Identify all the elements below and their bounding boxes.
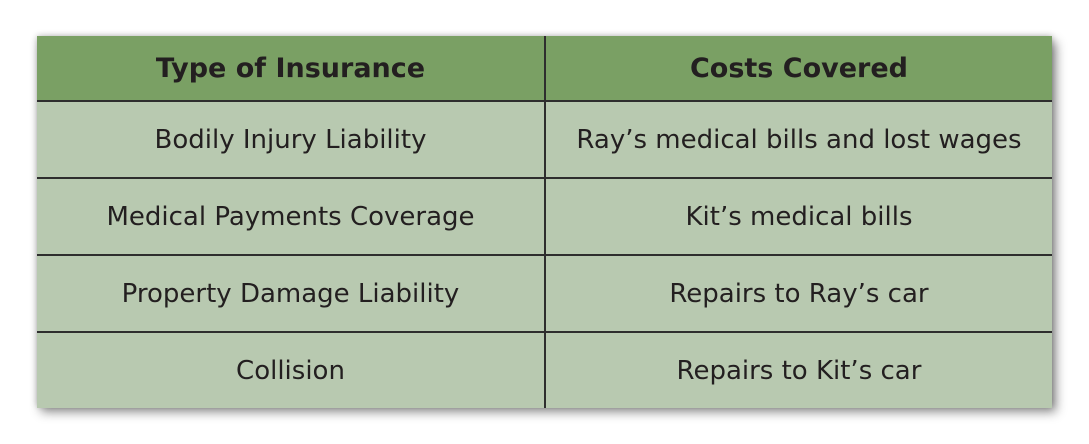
table-row: Property Damage Liability Repairs to Ray… [37, 254, 1052, 332]
costs-covered-cell: Repairs to Ray’s car [545, 254, 1052, 332]
insurance-type-cell: Bodily Injury Liability [37, 100, 546, 178]
insurance-table: Type of Insurance Costs Covered Bodily I… [37, 36, 1052, 408]
costs-covered-cell: Kit’s medical bills [545, 177, 1052, 255]
table-row: Collision Repairs to Kit’s car [37, 331, 1052, 408]
insurance-type-cell: Medical Payments Coverage [37, 177, 546, 255]
header-costs-covered: Costs Covered [545, 36, 1052, 102]
insurance-type-cell: Property Damage Liability [37, 254, 546, 332]
insurance-table-container: Type of Insurance Costs Covered Bodily I… [37, 36, 1052, 408]
insurance-type-cell: Collision [37, 331, 546, 408]
table-row: Medical Payments Coverage Kit’s medical … [37, 177, 1052, 255]
costs-covered-cell: Repairs to Kit’s car [545, 331, 1052, 408]
header-type-of-insurance: Type of Insurance [37, 36, 546, 102]
table-header-row: Type of Insurance Costs Covered [37, 36, 1052, 102]
table-row: Bodily Injury Liability Ray’s medical bi… [37, 100, 1052, 178]
costs-covered-cell: Ray’s medical bills and lost wages [545, 100, 1052, 178]
